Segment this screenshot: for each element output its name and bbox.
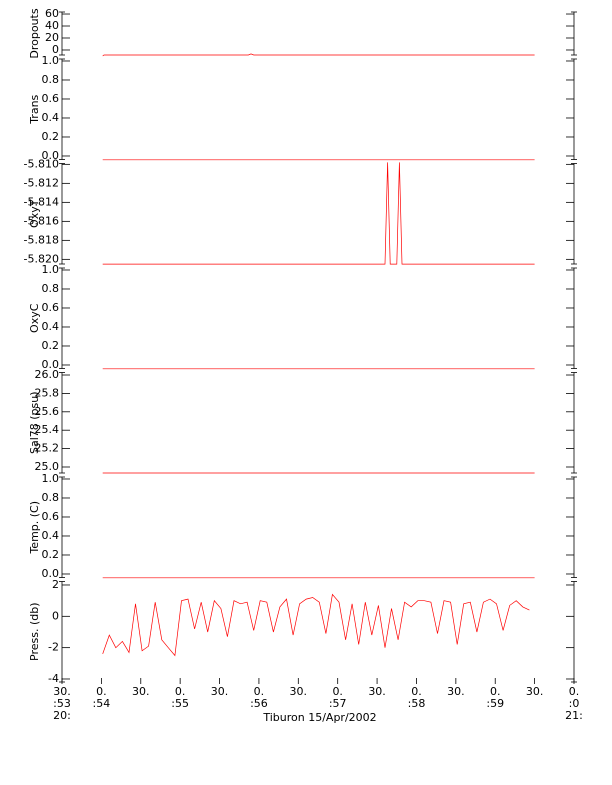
y-tick-label: -2 — [48, 641, 59, 654]
y-tick-label: 0.8 — [42, 282, 60, 295]
x-tick-label: 30. — [526, 685, 544, 698]
y-axis-label: OxyC — [28, 303, 41, 333]
x-tick-label: 0.:57 — [329, 685, 347, 710]
x-tick-label: 0.:59 — [486, 685, 504, 710]
y-tick-label: 1.0 — [42, 54, 60, 67]
y-axis-label: OxyT — [28, 199, 41, 228]
x-tick-label: 0.:54 — [93, 685, 111, 710]
y-tick-label: -5.818 — [24, 233, 59, 246]
y-tick-label: 25.8 — [35, 386, 60, 399]
y-tick-label: 25.4 — [35, 423, 60, 436]
y-tick-label: 0.0 — [42, 567, 60, 580]
y-tick-label: 0.0 — [42, 358, 60, 371]
y-axis-label: Dropouts — [28, 8, 41, 58]
x-tick-label: 0.:58 — [408, 685, 426, 710]
y-tick-label: 0.4 — [42, 111, 60, 124]
y-tick-label: -4 — [48, 672, 59, 685]
y-tick-label: 0.0 — [42, 149, 60, 162]
x-tick-label: 30. — [132, 685, 150, 698]
y-tick-label: -5.814 — [24, 195, 59, 208]
y-tick-label: 0.2 — [42, 339, 60, 352]
y-tick-label: 0.6 — [42, 510, 60, 523]
y-tick-label: -5.820 — [24, 252, 59, 265]
y-axis-label: Trans — [28, 94, 41, 124]
data-line — [102, 593, 530, 657]
data-line — [102, 53, 535, 57]
x-tick-label: 0.:56 — [250, 685, 268, 710]
x-tick-label: 30.:53 20: — [53, 685, 71, 722]
y-tick-label: 0.6 — [42, 301, 60, 314]
y-tick-label: -5.810 — [24, 157, 59, 170]
y-tick-label: -5.816 — [24, 214, 59, 227]
y-tick-label: 60 — [45, 7, 59, 20]
y-tick-label: 0.2 — [42, 548, 60, 561]
y-tick-label: 1.0 — [42, 472, 60, 485]
y-tick-label: 0.4 — [42, 320, 60, 333]
y-axis-label: Press. (db) — [28, 603, 41, 662]
y-tick-label: 20 — [45, 31, 59, 44]
y-tick-label: 0.2 — [42, 130, 60, 143]
x-tick-label: 30. — [447, 685, 465, 698]
y-tick-label: 0.6 — [42, 92, 60, 105]
x-tick-label: 30. — [290, 685, 308, 698]
y-tick-label: 1.0 — [42, 263, 60, 276]
y-tick-label: 25.0 — [35, 460, 60, 473]
data-line — [102, 162, 535, 265]
y-tick-label: 0.8 — [42, 491, 60, 504]
y-axis-label: Sal78 (psu) — [28, 391, 41, 454]
x-tick-label: 0.:55 — [171, 685, 189, 710]
y-tick-label: 40 — [45, 19, 59, 32]
y-tick-label: 25.2 — [35, 442, 60, 455]
y-tick-label: -5.812 — [24, 176, 59, 189]
x-tick-label: 30. — [211, 685, 229, 698]
y-tick-label: 0.8 — [42, 73, 60, 86]
y-tick-label: 0 — [52, 43, 59, 56]
x-tick-label: 0.:0 21: — [565, 685, 583, 722]
y-tick-label: 2 — [52, 578, 59, 591]
y-tick-label: 26.0 — [35, 368, 60, 381]
y-tick-label: 0 — [52, 609, 59, 622]
x-tick-label: 30. — [368, 685, 386, 698]
y-tick-label: 25.6 — [35, 405, 60, 418]
x-axis-label: Tiburon 15/Apr/2002 — [262, 711, 376, 724]
y-axis-label: Temp. (C) — [28, 501, 41, 555]
y-tick-label: 0.4 — [42, 529, 60, 542]
